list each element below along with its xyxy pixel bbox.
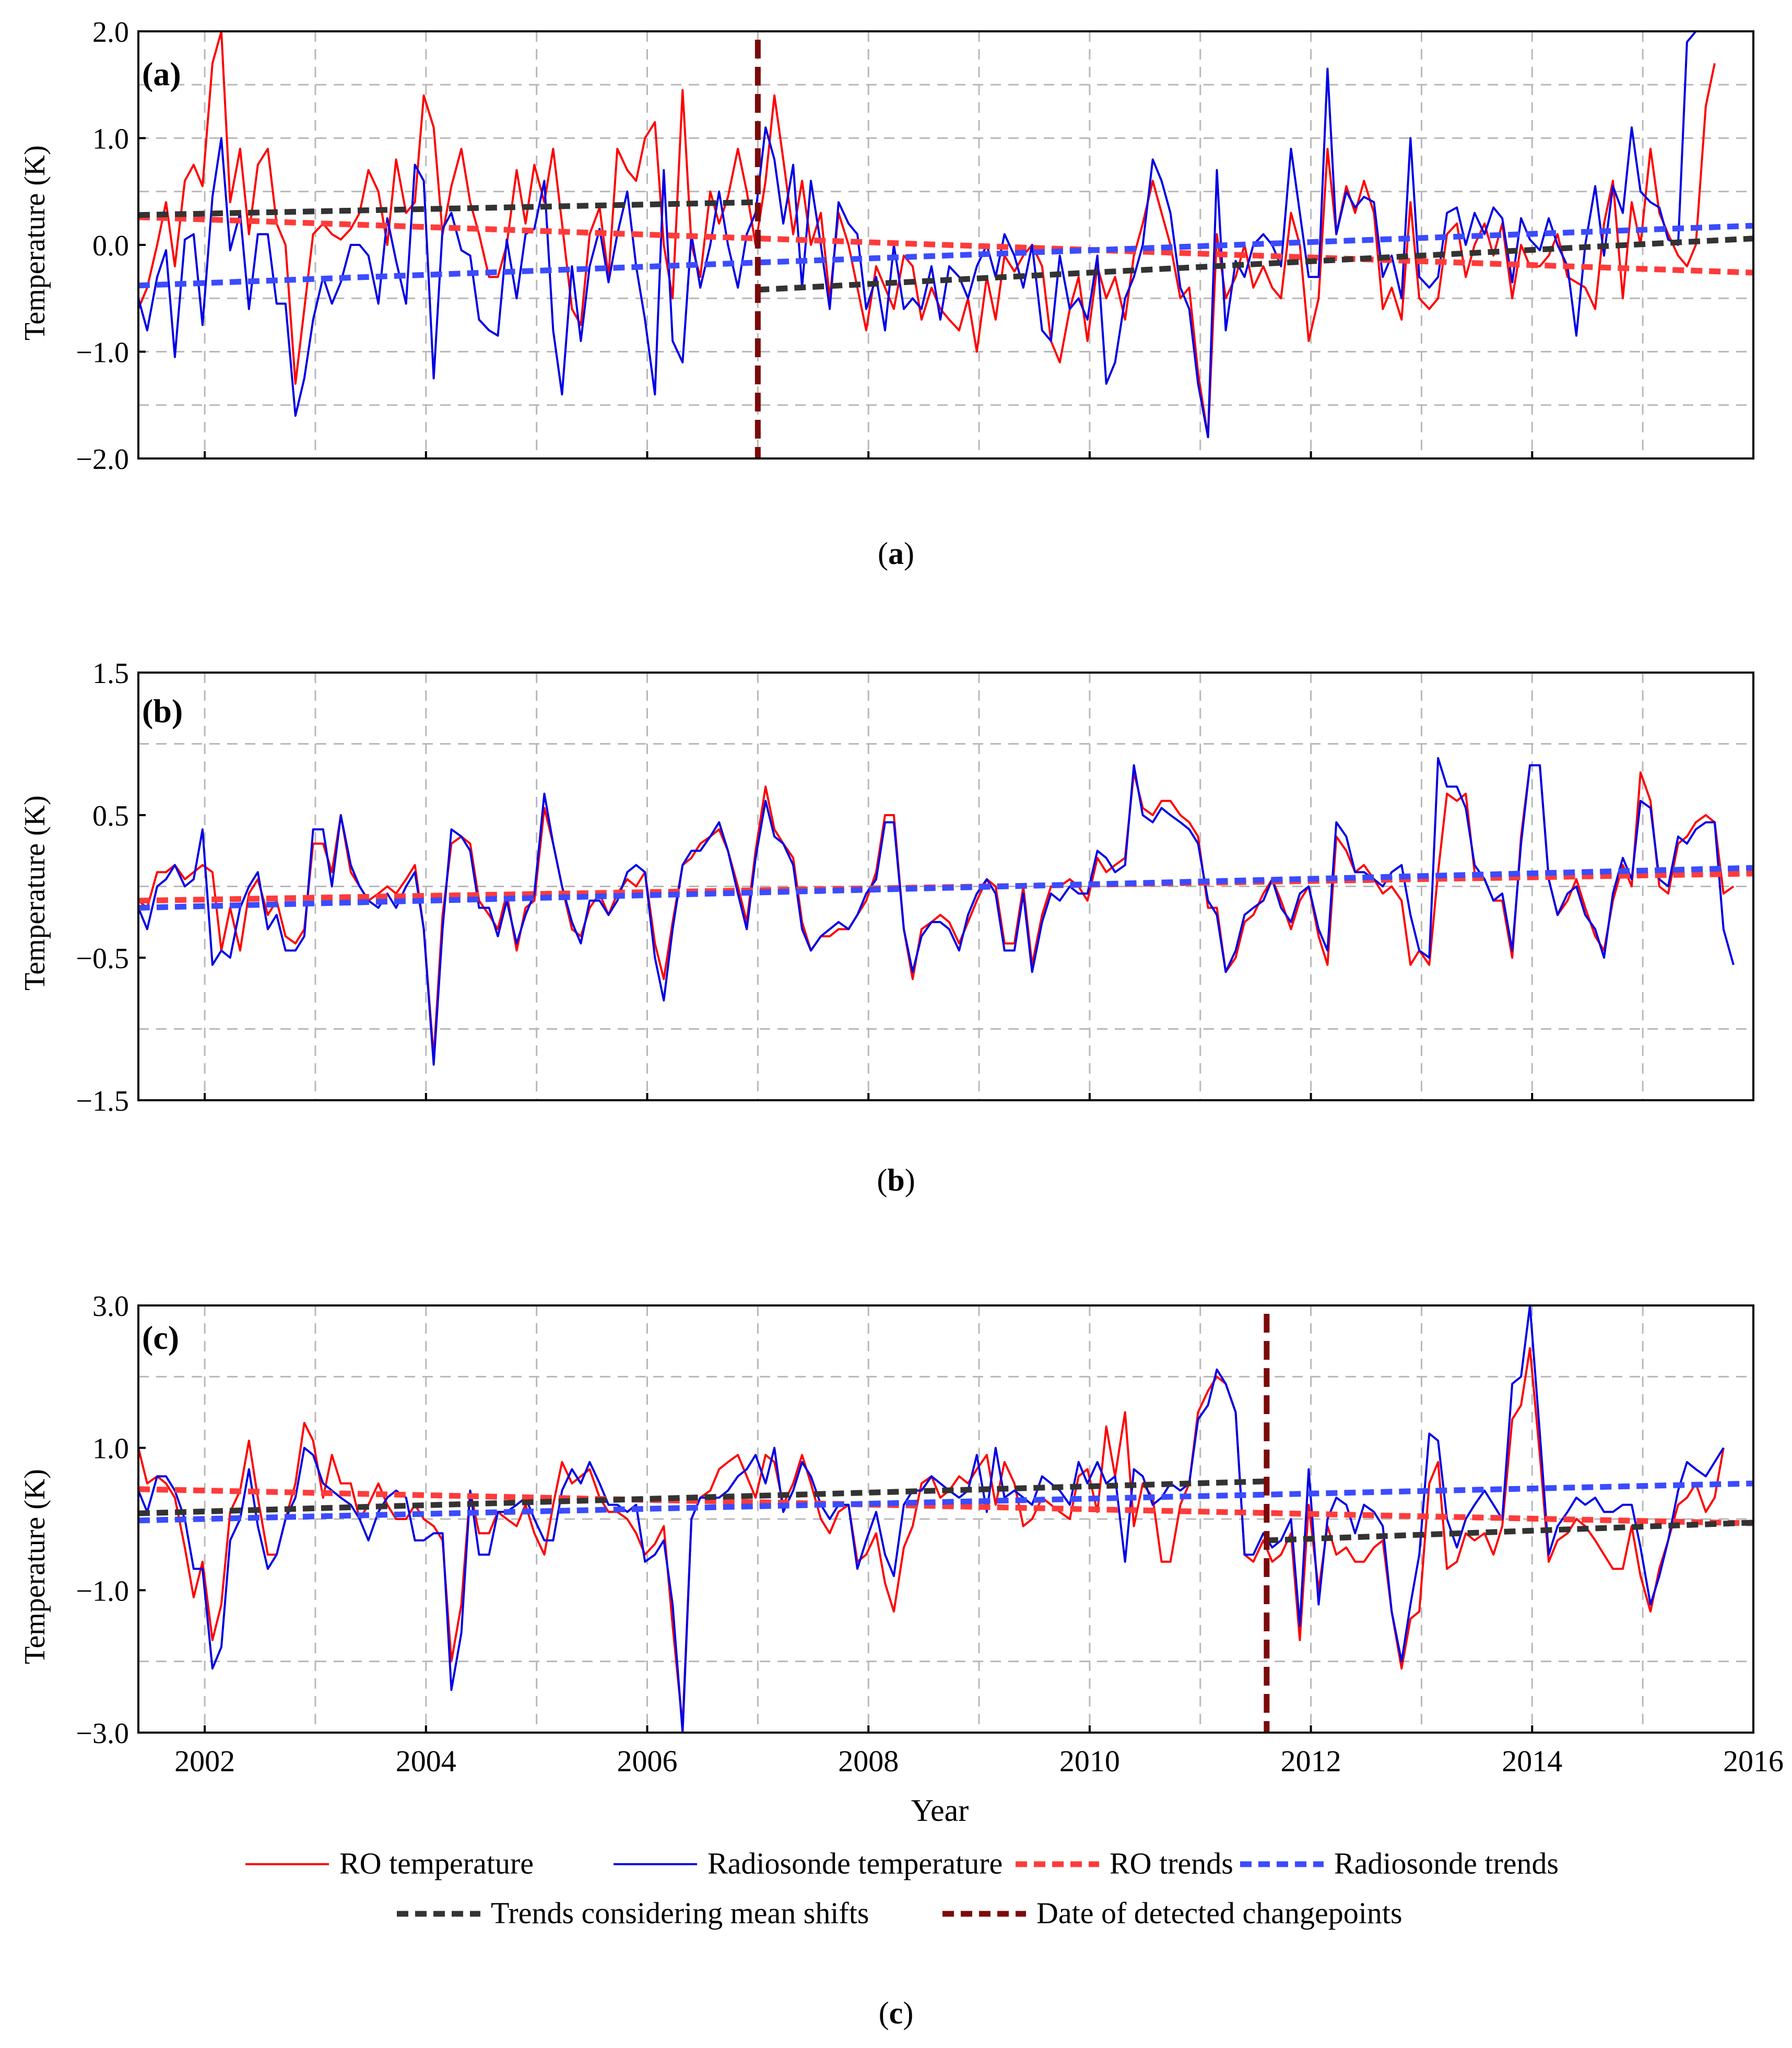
panel-a-ytick-label: 0.0 — [92, 230, 129, 262]
panel-a-ytick-label: −2.0 — [76, 443, 129, 476]
legend-label-ro_trend: RO trends — [1110, 1846, 1233, 1880]
panel-c-series-ro — [138, 1347, 1725, 1727]
panel-b-frame — [137, 672, 1754, 1101]
x-tick-label: 2002 — [174, 1744, 235, 1778]
panel-b-series-ro — [138, 764, 1735, 1059]
panel-c-caption: (c) — [879, 1996, 914, 2030]
panel-a-plot-area — [138, 31, 1753, 458]
panel-b-ylabel: Temperature (K) — [19, 795, 51, 991]
panel-a-caption: (a) — [878, 536, 914, 571]
x-tick-label: 2010 — [1059, 1744, 1120, 1778]
legend-label-radiosonde: Radiosonde temperature — [708, 1846, 1003, 1880]
panel-c-label: (c) — [142, 1319, 179, 1356]
panel-a-ytick-label: 2.0 — [92, 16, 129, 49]
panel-a-trend-mean_shift_trend-seg2 — [758, 236, 1753, 293]
panel-b-caption: (b) — [877, 1163, 915, 1197]
panel-c-ytick-label: −3.0 — [76, 1717, 129, 1750]
panel-a-trend-mean_shift_trend-seg1 — [138, 199, 758, 218]
panel-b-ytick-label: −0.5 — [76, 943, 129, 975]
legend-label-changepoint: Date of detected changepoints — [1036, 1896, 1402, 1930]
x-tick-label: 2012 — [1281, 1744, 1341, 1778]
panel-c-ylabel: Temperature (K) — [19, 1469, 51, 1664]
x-tick-label: 2014 — [1502, 1744, 1562, 1778]
panel-b-series-radiosonde — [138, 757, 1735, 1066]
legend: RO temperature Radiosonde temperature RO t… — [245, 1846, 1559, 1930]
panel-c-ytick-label: −1.0 — [76, 1575, 129, 1607]
x-tick-label: 2016 — [1723, 1744, 1784, 1778]
panel-c-trend-ro_trend — [138, 1486, 1753, 1526]
panel-b-plot-area — [138, 757, 1753, 1066]
x-tick-label: 2008 — [838, 1744, 899, 1778]
panel-c-trend-mean_shift_trend-seg2 — [1266, 1520, 1753, 1544]
panel-b-ytick-label: 1.5 — [92, 657, 129, 690]
panel-a-trend-radiosonde_trend — [138, 222, 1753, 289]
panel-a-ytick-label: 1.0 — [92, 123, 129, 156]
panel-a-ylabel: Temperature (K) — [19, 145, 51, 340]
panel-c-series-radiosonde — [138, 1305, 1725, 1733]
panel-c-ytick-label: 3.0 — [92, 1290, 129, 1323]
panel-b-ytick-label: −1.5 — [76, 1085, 129, 1117]
panel-a: Temperature (K) (a) (a) 2.0 1.0 0.0 −1.0 −2.… — [19, 16, 1754, 571]
panel-c: Temperature (K) (c) Year (c) 3.0 1.0 −1.0 −… — [19, 1290, 1784, 2030]
panel-a-label: (a) — [142, 55, 181, 92]
panel-a-series-radiosonde — [138, 31, 1697, 439]
panel-b-label: (b) — [142, 692, 183, 729]
legend-label-mean_shift_trend: Trends considering mean shifts — [491, 1896, 869, 1930]
legend-label-ro: RO temperature — [339, 1846, 534, 1880]
panel-b-trend-radiosonde_trend — [138, 865, 1753, 911]
panel-c-trend-mean_shift_trend-seg1 — [138, 1478, 1267, 1516]
panel-c-frame — [137, 1304, 1754, 1734]
panel-c-ytick-label: 1.0 — [92, 1433, 129, 1465]
x-tick-label: 2006 — [617, 1744, 678, 1778]
panel-a-series-ro — [138, 31, 1716, 439]
panel-a-trend-ro_trend — [138, 214, 1753, 276]
x-axis-title: Year — [911, 1793, 969, 1828]
panel-b-ytick-label: 0.5 — [92, 800, 129, 832]
legend-label-radiosonde_trend: Radiosonde trends — [1334, 1846, 1559, 1880]
panel-a-ytick-label: −1.0 — [76, 337, 129, 369]
panel-b: Temperature (K) (b) (b) 1.5 0.5 −0.5 −1.5 — [19, 657, 1754, 1197]
x-tick-label: 2004 — [396, 1744, 456, 1778]
panel-c-plot-area — [138, 1305, 1753, 1733]
panel-c-trend-radiosonde_trend — [138, 1480, 1753, 1524]
